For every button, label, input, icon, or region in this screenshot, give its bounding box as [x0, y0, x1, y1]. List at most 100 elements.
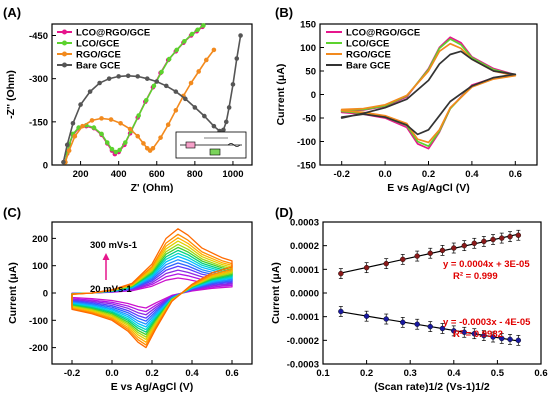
cv-curve: [71, 243, 233, 338]
data-point: [400, 319, 406, 326]
y-axis-title: Current (μA): [7, 262, 19, 324]
data-point: [143, 97, 149, 103]
data-point: [70, 120, 76, 126]
x-tick-label: 0.2: [422, 169, 435, 180]
y-axis-title: Current (μA): [275, 64, 287, 126]
data-point: [108, 117, 114, 122]
y-axis-title: Current (μA): [270, 262, 282, 324]
data-point: [427, 250, 433, 256]
data-point: [159, 69, 164, 75]
data-point: [127, 126, 133, 132]
panel-label: (A): [3, 5, 21, 20]
data-point: [238, 33, 243, 38]
data-point: [158, 135, 163, 140]
data-point: [230, 82, 236, 87]
data-point: [188, 80, 194, 86]
data-point: [201, 23, 206, 28]
x-tick-label: 400: [111, 169, 127, 180]
legend-marker: [62, 40, 67, 46]
data-point: [189, 31, 195, 37]
x-tick-label: 0.6: [509, 169, 522, 180]
y-tick-label: 0: [43, 161, 48, 172]
data-point: [338, 270, 344, 277]
data-point: [226, 105, 232, 110]
annotation-low: 20 mVs-1: [90, 284, 132, 295]
data-point: [116, 74, 121, 79]
panel-label: (B): [275, 5, 293, 20]
data-point: [451, 328, 457, 334]
data-point: [383, 316, 389, 322]
legend-label: Bare GCE: [346, 61, 390, 72]
x-tick-label: 0.1: [316, 368, 330, 379]
data-point: [163, 83, 169, 89]
y-tick-label: 100: [32, 261, 48, 272]
data-point: [414, 253, 420, 259]
y-axis-title: -Z'' (Ohm): [5, 70, 17, 119]
data-point: [117, 147, 122, 153]
data-point: [202, 113, 207, 119]
data-point: [515, 232, 522, 238]
data-point: [173, 108, 179, 113]
data-point: [471, 240, 477, 247]
data-point: [113, 149, 119, 155]
legend-marker: [62, 62, 67, 68]
x-tick-label: 200: [73, 169, 89, 180]
y-tick-label: -100: [297, 137, 316, 148]
y-tick-label: 50: [305, 67, 316, 78]
panel-a: (A) 200 400 600 800 1000 0 -150 -300 -450 Z' (Ohm)…: [3, 5, 253, 194]
data-point: [383, 260, 389, 267]
cv-curve: [71, 265, 233, 319]
x-axis-title: E vs Ag/AgCl (V): [387, 182, 469, 194]
legend-label: LCO@RGO/GCE: [76, 28, 150, 39]
x-tick-label: 0.0: [105, 368, 118, 379]
data-point: [211, 123, 217, 129]
x-tick-label: 0.4: [465, 169, 479, 180]
cv-curve: [71, 262, 233, 322]
y-tick-label: -0.0002: [287, 336, 319, 347]
x-tick-label: 0.2: [145, 368, 158, 379]
data-point: [471, 331, 477, 337]
data-point: [72, 133, 78, 139]
x-tick-label: 800: [187, 169, 203, 180]
y-tick-label: -150: [29, 117, 48, 128]
r-squared: R² = 0.999: [453, 271, 498, 282]
y-tick-label: 0.0000: [290, 289, 319, 300]
panel-c: (C) -0.2 0.0 0.2 0.4 0.6 -200 -100 0 100 200 E vs A…: [3, 205, 253, 393]
data-point: [182, 38, 187, 44]
data-point: [104, 140, 110, 145]
data-point: [195, 27, 201, 33]
x-tick-label: 0.4: [185, 368, 199, 379]
data-point: [400, 256, 406, 263]
cv-curve: [71, 255, 233, 328]
data-point: [507, 336, 513, 343]
x-axis-title: E vs Ag/AgCl (V): [111, 381, 193, 393]
data-point: [223, 119, 229, 125]
data-point: [451, 245, 457, 251]
data-point: [106, 76, 112, 81]
data-point: [461, 242, 467, 249]
series-line: [340, 42, 517, 144]
cv-curve: [71, 233, 233, 346]
legend-marker: [62, 51, 67, 57]
y-tick-label: 150: [300, 20, 316, 31]
data-point: [174, 47, 180, 53]
data-point: [144, 76, 150, 81]
cv-curve: [71, 228, 233, 349]
data-point: [338, 308, 344, 315]
x-axis-title: (Scan rate)1/2 (Vs-1)1/2: [374, 381, 490, 393]
arrow-up-icon: [102, 253, 110, 260]
x-tick-label: 0.5: [491, 368, 505, 379]
legend-marker: [62, 29, 67, 35]
data-point: [141, 141, 146, 146]
data-point: [97, 80, 102, 86]
data-point: [490, 334, 496, 340]
data-point: [151, 83, 157, 89]
data-point: [499, 235, 505, 241]
data-point: [363, 313, 370, 319]
legend-label: RGO/GCE: [76, 50, 121, 61]
data-point: [481, 238, 487, 245]
data-point: [66, 148, 72, 153]
data-point: [183, 96, 188, 102]
data-point: [196, 69, 201, 74]
